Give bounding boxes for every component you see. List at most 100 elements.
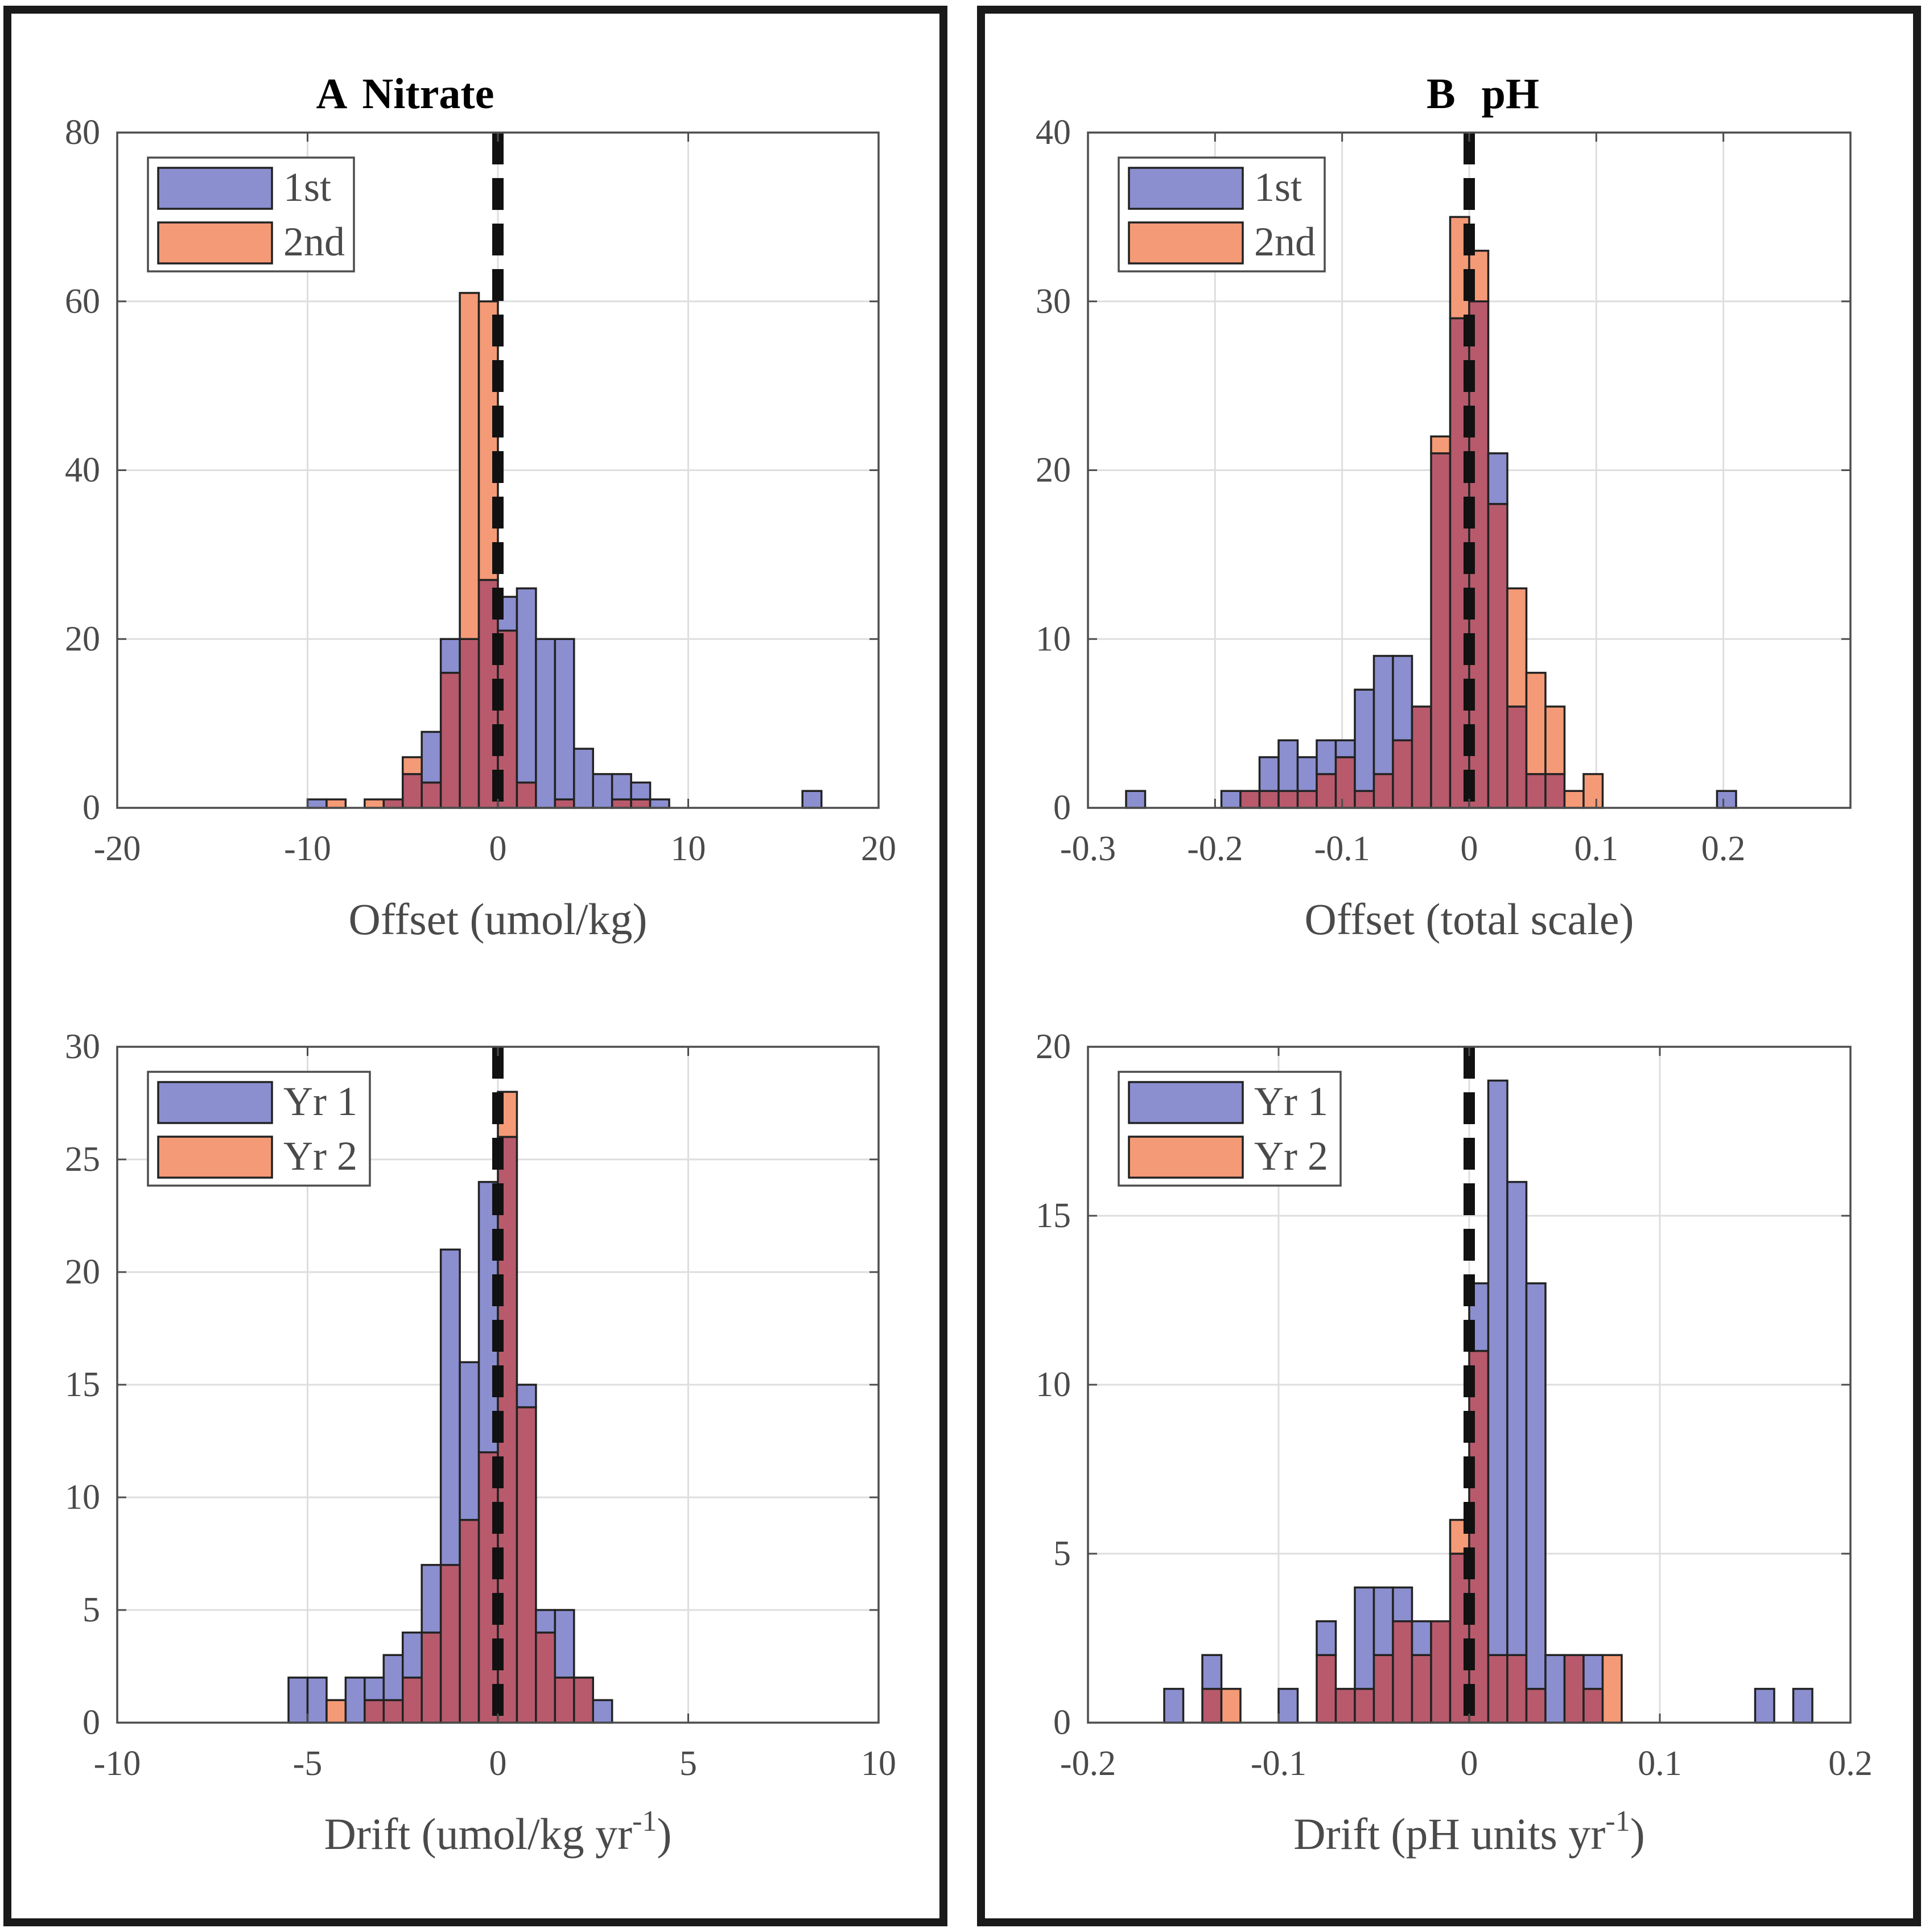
ph-drift-xlabel-close: ): [1630, 1809, 1645, 1859]
nitrate-drift-bar-overlap: [459, 1518, 480, 1724]
nitrate-offset-bar-series2: [459, 292, 480, 640]
ph-drift-bar-series1: [1582, 1654, 1604, 1690]
ph-offset-ytick-label: 40: [1036, 113, 1071, 152]
nitrate-offset-bar-overlap: [516, 781, 537, 809]
nitrate-drift-xlabel-sup: -1: [632, 1805, 657, 1838]
ph-offset-bar-overlap: [1430, 452, 1452, 809]
nitrate-offset-ytick-label: 60: [65, 282, 100, 321]
ph-offset-chart: -0.3 -0.2 -0.1 0 0.1 0.2 0 10 20 30 40 Offset (tota…: [1036, 113, 1852, 944]
nitrate-drift-bar-overlap: [554, 1677, 575, 1724]
nitrate-offset-bar-overlap: [554, 798, 575, 809]
ph-offset-bar-series1: [1316, 739, 1337, 775]
nitrate-offset-bar-series1: [516, 587, 537, 784]
ph-offset-bar-series2: [1525, 671, 1547, 775]
ph-drift-legend-swatch-1: [1128, 1081, 1244, 1124]
nitrate-offset-bar-series1: [649, 798, 670, 809]
ph-drift-bar-series1: [1201, 1654, 1223, 1690]
ph-drift-bar-series1: [1525, 1282, 1547, 1690]
ph-drift-ytick-label: 0: [1053, 1703, 1071, 1742]
ph-offset-legend-label-1: 1st: [1254, 164, 1302, 210]
ph-offset-ytick-label: 30: [1036, 282, 1071, 321]
ph-offset-xtick-label: -0.3: [1060, 829, 1116, 868]
ph-drift-ytick-label: 20: [1036, 1027, 1071, 1066]
ph-offset-xtick-label: -0.2: [1187, 829, 1243, 868]
nitrate-drift-xtick-label: 10: [861, 1744, 896, 1783]
nitrate-drift-bar-series1: [306, 1677, 328, 1724]
nitrate-drift-bar-series2: [325, 1699, 347, 1724]
nitrate-drift-xlabel: Drift (umol/kg yr-1): [324, 1805, 672, 1859]
ph-offset-bar-series1: [1487, 452, 1508, 505]
nitrate-drift-bar-series1: [535, 1609, 557, 1634]
ph-drift-legend-swatch-2: [1128, 1136, 1244, 1179]
ph-drift-xlabel-text: Drift (pH units yr: [1293, 1809, 1605, 1859]
nitrate-drift-bar-series1: [344, 1677, 366, 1724]
nitrate-offset-bar-series1: [439, 638, 461, 674]
nitrate-drift-xtick-label: -5: [293, 1744, 323, 1783]
ph-offset-legend-swatch-1: [1128, 167, 1244, 210]
nitrate-offset-bar-overlap: [402, 773, 423, 809]
nitrate-offset-bar-series1: [630, 781, 652, 800]
nitrate-offset-xlabel-text: Offset (umol/kg): [349, 894, 648, 944]
nitrate-drift-bar-overlap: [477, 1451, 499, 1724]
ph-offset-bar-series1: [1277, 739, 1299, 792]
ph-offset-bar-series1: [1220, 790, 1242, 809]
ph-offset-bar-overlap: [1239, 790, 1261, 809]
nitrate-drift-xtick-label: -10: [94, 1744, 141, 1783]
ph-drift-xlabel: Drift (pH units yr-1): [1293, 1805, 1644, 1859]
ph-drift-chart: -0.2 -0.1 0 0.1 0.2 0 5 10 15 20 Drift (pH units y…: [1036, 1027, 1873, 1859]
ph-drift-bar-series1: [1411, 1620, 1432, 1656]
ph-offset-bar-series1: [1372, 655, 1394, 775]
ph-offset-legend-label-2: 2nd: [1254, 219, 1316, 265]
ph-drift-ytick-label: 10: [1036, 1365, 1071, 1404]
nitrate-offset-xtick-label: -10: [284, 829, 331, 868]
panel-b-letter: B: [1427, 70, 1456, 118]
ph-offset-bar-overlap: [1411, 705, 1432, 809]
nitrate-offset-legend-label-2: 2nd: [283, 219, 345, 265]
ph-drift-bar-overlap: [1506, 1654, 1528, 1724]
ph-offset-bar-series2: [1563, 790, 1585, 809]
ph-drift-bar-series1: [1506, 1180, 1528, 1656]
ph-drift-bar-overlap: [1411, 1654, 1432, 1724]
nitrate-drift-xtick-label: 0: [489, 1744, 507, 1783]
ph-offset-bar-series2: [1430, 435, 1452, 455]
nitrate-offset-bar-series2: [402, 756, 423, 775]
nitrate-drift-bar-overlap: [573, 1677, 594, 1724]
ph-offset-bar-series1: [1125, 790, 1147, 809]
nitrate-offset-ytick-label: 0: [83, 789, 100, 827]
ph-offset-bar-overlap: [1354, 790, 1375, 809]
ph-offset-xtick-label: -0.1: [1314, 829, 1370, 868]
nitrate-offset-bar-series1: [611, 773, 632, 800]
ph-drift-xtick-label: 0.2: [1828, 1744, 1873, 1783]
nitrate-drift-legend-swatch-2: [157, 1136, 273, 1179]
nitrate-drift-ytick-label: 25: [65, 1140, 100, 1179]
nitrate-drift-ytick-label: 0: [83, 1703, 100, 1742]
ph-drift-bar-overlap: [1201, 1687, 1223, 1724]
ph-drift-xtick-label: 0: [1461, 1744, 1478, 1783]
ph-offset-xtick-label: 0.1: [1574, 829, 1619, 868]
nitrate-drift-bar-series1: [364, 1677, 385, 1702]
nitrate-offset-bar-series2: [477, 300, 499, 581]
nitrate-drift-legend-label-1: Yr 1: [283, 1079, 357, 1124]
ph-drift-legend-label-2: Yr 2: [1254, 1133, 1328, 1179]
ph-drift-bar-series1: [1392, 1586, 1413, 1623]
nitrate-offset-bar-series1: [421, 730, 442, 784]
ph-drift-ytick-label: 5: [1053, 1534, 1071, 1573]
nitrate-offset-bar-series1: [535, 638, 557, 809]
ph-offset-bar-series2: [1582, 773, 1604, 809]
ph-drift-xlabel-sup: -1: [1605, 1805, 1630, 1838]
nitrate-offset-bar-overlap: [421, 781, 442, 809]
nitrate-offset-ytick-label: 20: [65, 620, 100, 658]
ph-offset-ytick-label: 10: [1036, 620, 1071, 658]
ph-offset-bar-series1: [1354, 688, 1375, 792]
ph-drift-bar-overlap: [1563, 1654, 1585, 1724]
nitrate-drift-ytick-label: 20: [65, 1253, 100, 1291]
nitrate-offset-legend-swatch-1: [157, 167, 273, 210]
ph-drift-bar-overlap: [1354, 1687, 1375, 1724]
ph-drift-bar-overlap: [1487, 1654, 1508, 1724]
ph-offset-bar-overlap: [1334, 756, 1356, 809]
ph-drift-bar-series1: [1487, 1079, 1508, 1656]
ph-offset-xlabel: Offset (total scale): [1305, 894, 1634, 944]
ph-drift-bar-series1: [1277, 1687, 1299, 1724]
ph-offset-bar-overlap: [1525, 773, 1547, 809]
ph-drift-bar-series1: [1544, 1654, 1566, 1724]
